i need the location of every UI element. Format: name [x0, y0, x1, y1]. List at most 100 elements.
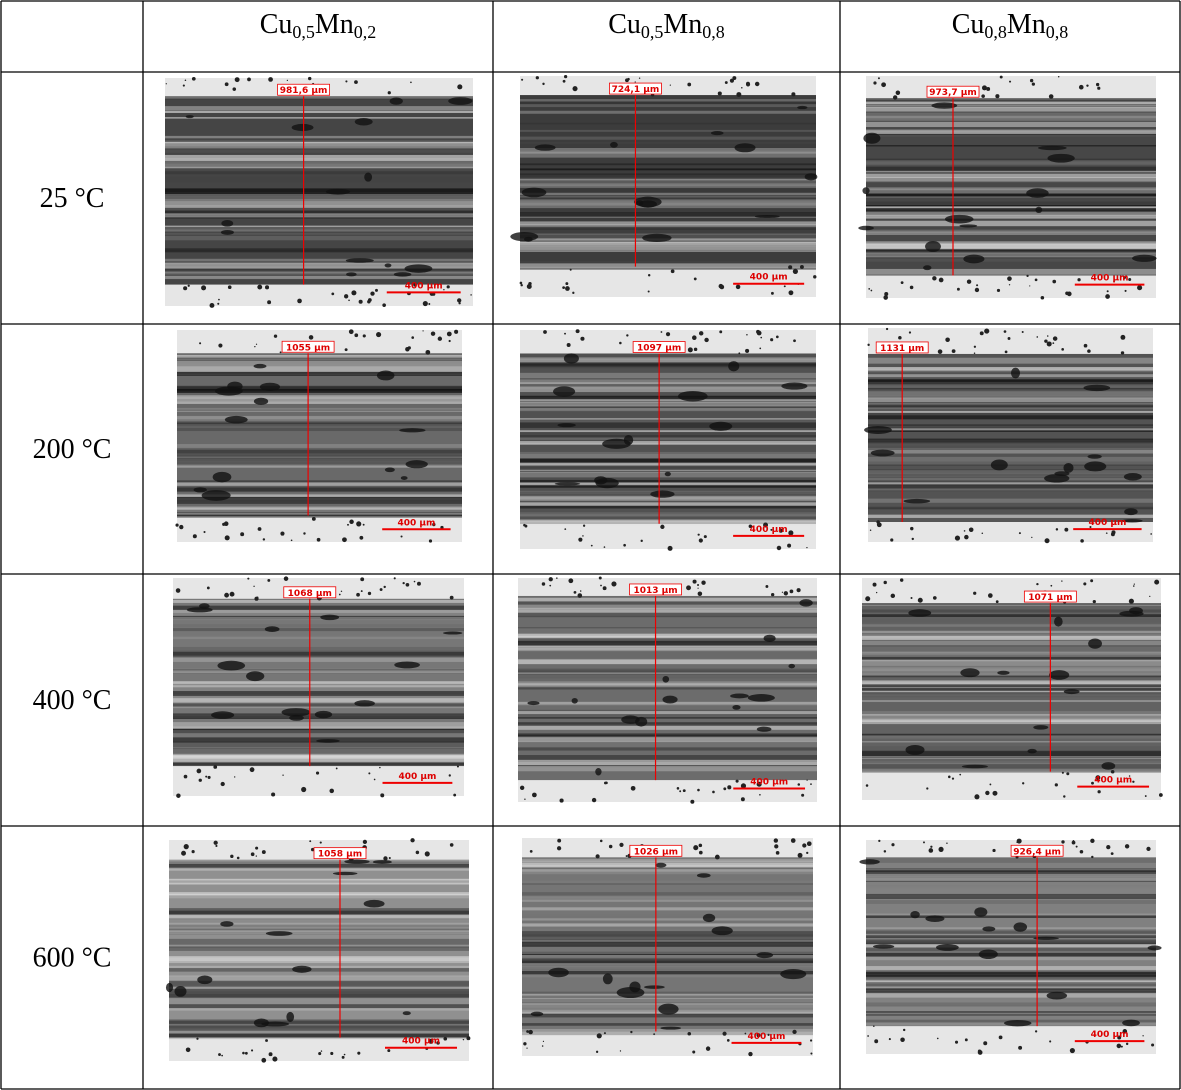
debris	[193, 487, 207, 493]
pore	[946, 842, 948, 844]
wear-stripe	[518, 652, 817, 658]
wear-stripe	[177, 454, 462, 457]
wear-stripe	[866, 243, 1156, 249]
debris	[710, 130, 724, 136]
pore	[224, 82, 229, 87]
pore	[255, 855, 257, 857]
wear-stripe	[165, 202, 473, 206]
debris	[788, 663, 796, 669]
wear-stripe	[862, 741, 1161, 743]
wear-stripe	[173, 702, 464, 707]
wear-stripe	[173, 684, 464, 686]
wear-stripe	[866, 228, 1156, 234]
pore	[250, 852, 255, 857]
pore	[335, 767, 338, 770]
wear-stripe	[868, 403, 1153, 405]
pore	[724, 81, 728, 84]
pore	[796, 588, 801, 593]
pore	[865, 784, 869, 787]
pore	[865, 596, 871, 602]
pore	[1144, 795, 1147, 797]
debris	[212, 471, 232, 483]
pore	[996, 288, 1001, 293]
pore	[254, 345, 256, 348]
wear-stripe	[520, 163, 816, 166]
subscript: 0,8	[984, 22, 1007, 42]
pore	[405, 582, 410, 587]
pore	[1069, 1047, 1075, 1054]
pore	[1003, 330, 1007, 333]
pore	[792, 268, 798, 274]
pore	[320, 1050, 323, 1052]
wear-stripe	[866, 101, 1156, 105]
micrograph: 1097 µm 400 µm	[520, 329, 816, 551]
pore	[603, 546, 606, 548]
pore	[213, 765, 218, 769]
pore	[723, 787, 727, 791]
wear-stripe	[520, 436, 816, 440]
debris	[990, 459, 1008, 471]
wear-stripe	[868, 426, 1153, 429]
debris	[201, 490, 231, 501]
pore	[1018, 1045, 1023, 1050]
pore	[883, 850, 887, 853]
micrograph: 1055 µm 400 µm	[175, 329, 462, 543]
pore	[1065, 291, 1069, 296]
wear-stripe	[173, 615, 464, 620]
wear-stripe	[520, 422, 816, 428]
pore	[1122, 1029, 1128, 1034]
debris	[1027, 748, 1037, 754]
micrograph: 1013 µm 400 µm	[518, 576, 817, 804]
wear-stripe	[522, 1013, 813, 1018]
element: Cu	[260, 9, 293, 40]
wear-stripe	[169, 965, 469, 969]
scale-label: 400 µm	[1091, 274, 1129, 284]
pore	[343, 1053, 346, 1056]
wear-stripe	[169, 918, 469, 922]
pore	[360, 590, 363, 593]
wear-stripe	[862, 630, 1161, 634]
wear-stripe	[169, 938, 469, 945]
wear-stripe	[518, 722, 817, 726]
debris	[862, 187, 870, 195]
wear-stripe	[518, 765, 817, 767]
pore	[250, 1049, 254, 1052]
pore	[813, 275, 817, 279]
wear-stripe	[169, 1025, 469, 1031]
wear-stripe	[522, 954, 813, 959]
wear-stripe	[177, 354, 462, 361]
pore	[227, 285, 232, 289]
pore	[1128, 278, 1132, 282]
wear-stripe	[522, 907, 813, 911]
wear-stripe	[866, 966, 1156, 971]
debris	[925, 915, 945, 922]
pore	[760, 336, 763, 339]
column-header: Cu0,5Mn0,2	[260, 9, 377, 42]
pore	[619, 842, 624, 848]
debris	[595, 768, 602, 776]
pore	[357, 1051, 361, 1055]
debris	[797, 105, 808, 110]
wear-stripe	[177, 398, 462, 404]
pore	[308, 335, 314, 340]
wear-stripe	[522, 974, 813, 978]
subscript: 0,2	[354, 22, 377, 42]
pore	[1090, 838, 1095, 843]
wear-stripe	[866, 915, 1156, 919]
wear-stripe	[169, 957, 469, 964]
pore	[330, 1051, 334, 1056]
wear-stripe	[520, 418, 816, 420]
debris	[563, 353, 579, 364]
debris	[658, 1003, 679, 1015]
pore	[995, 600, 999, 604]
wear-stripe	[177, 492, 462, 495]
wear-stripe	[518, 711, 817, 715]
pore	[884, 291, 889, 296]
debris	[186, 607, 213, 613]
wear-stripe	[862, 690, 1161, 693]
pore	[1057, 76, 1060, 78]
debris	[292, 965, 312, 973]
pore	[215, 844, 218, 848]
pore	[360, 577, 365, 582]
pore	[895, 90, 901, 95]
